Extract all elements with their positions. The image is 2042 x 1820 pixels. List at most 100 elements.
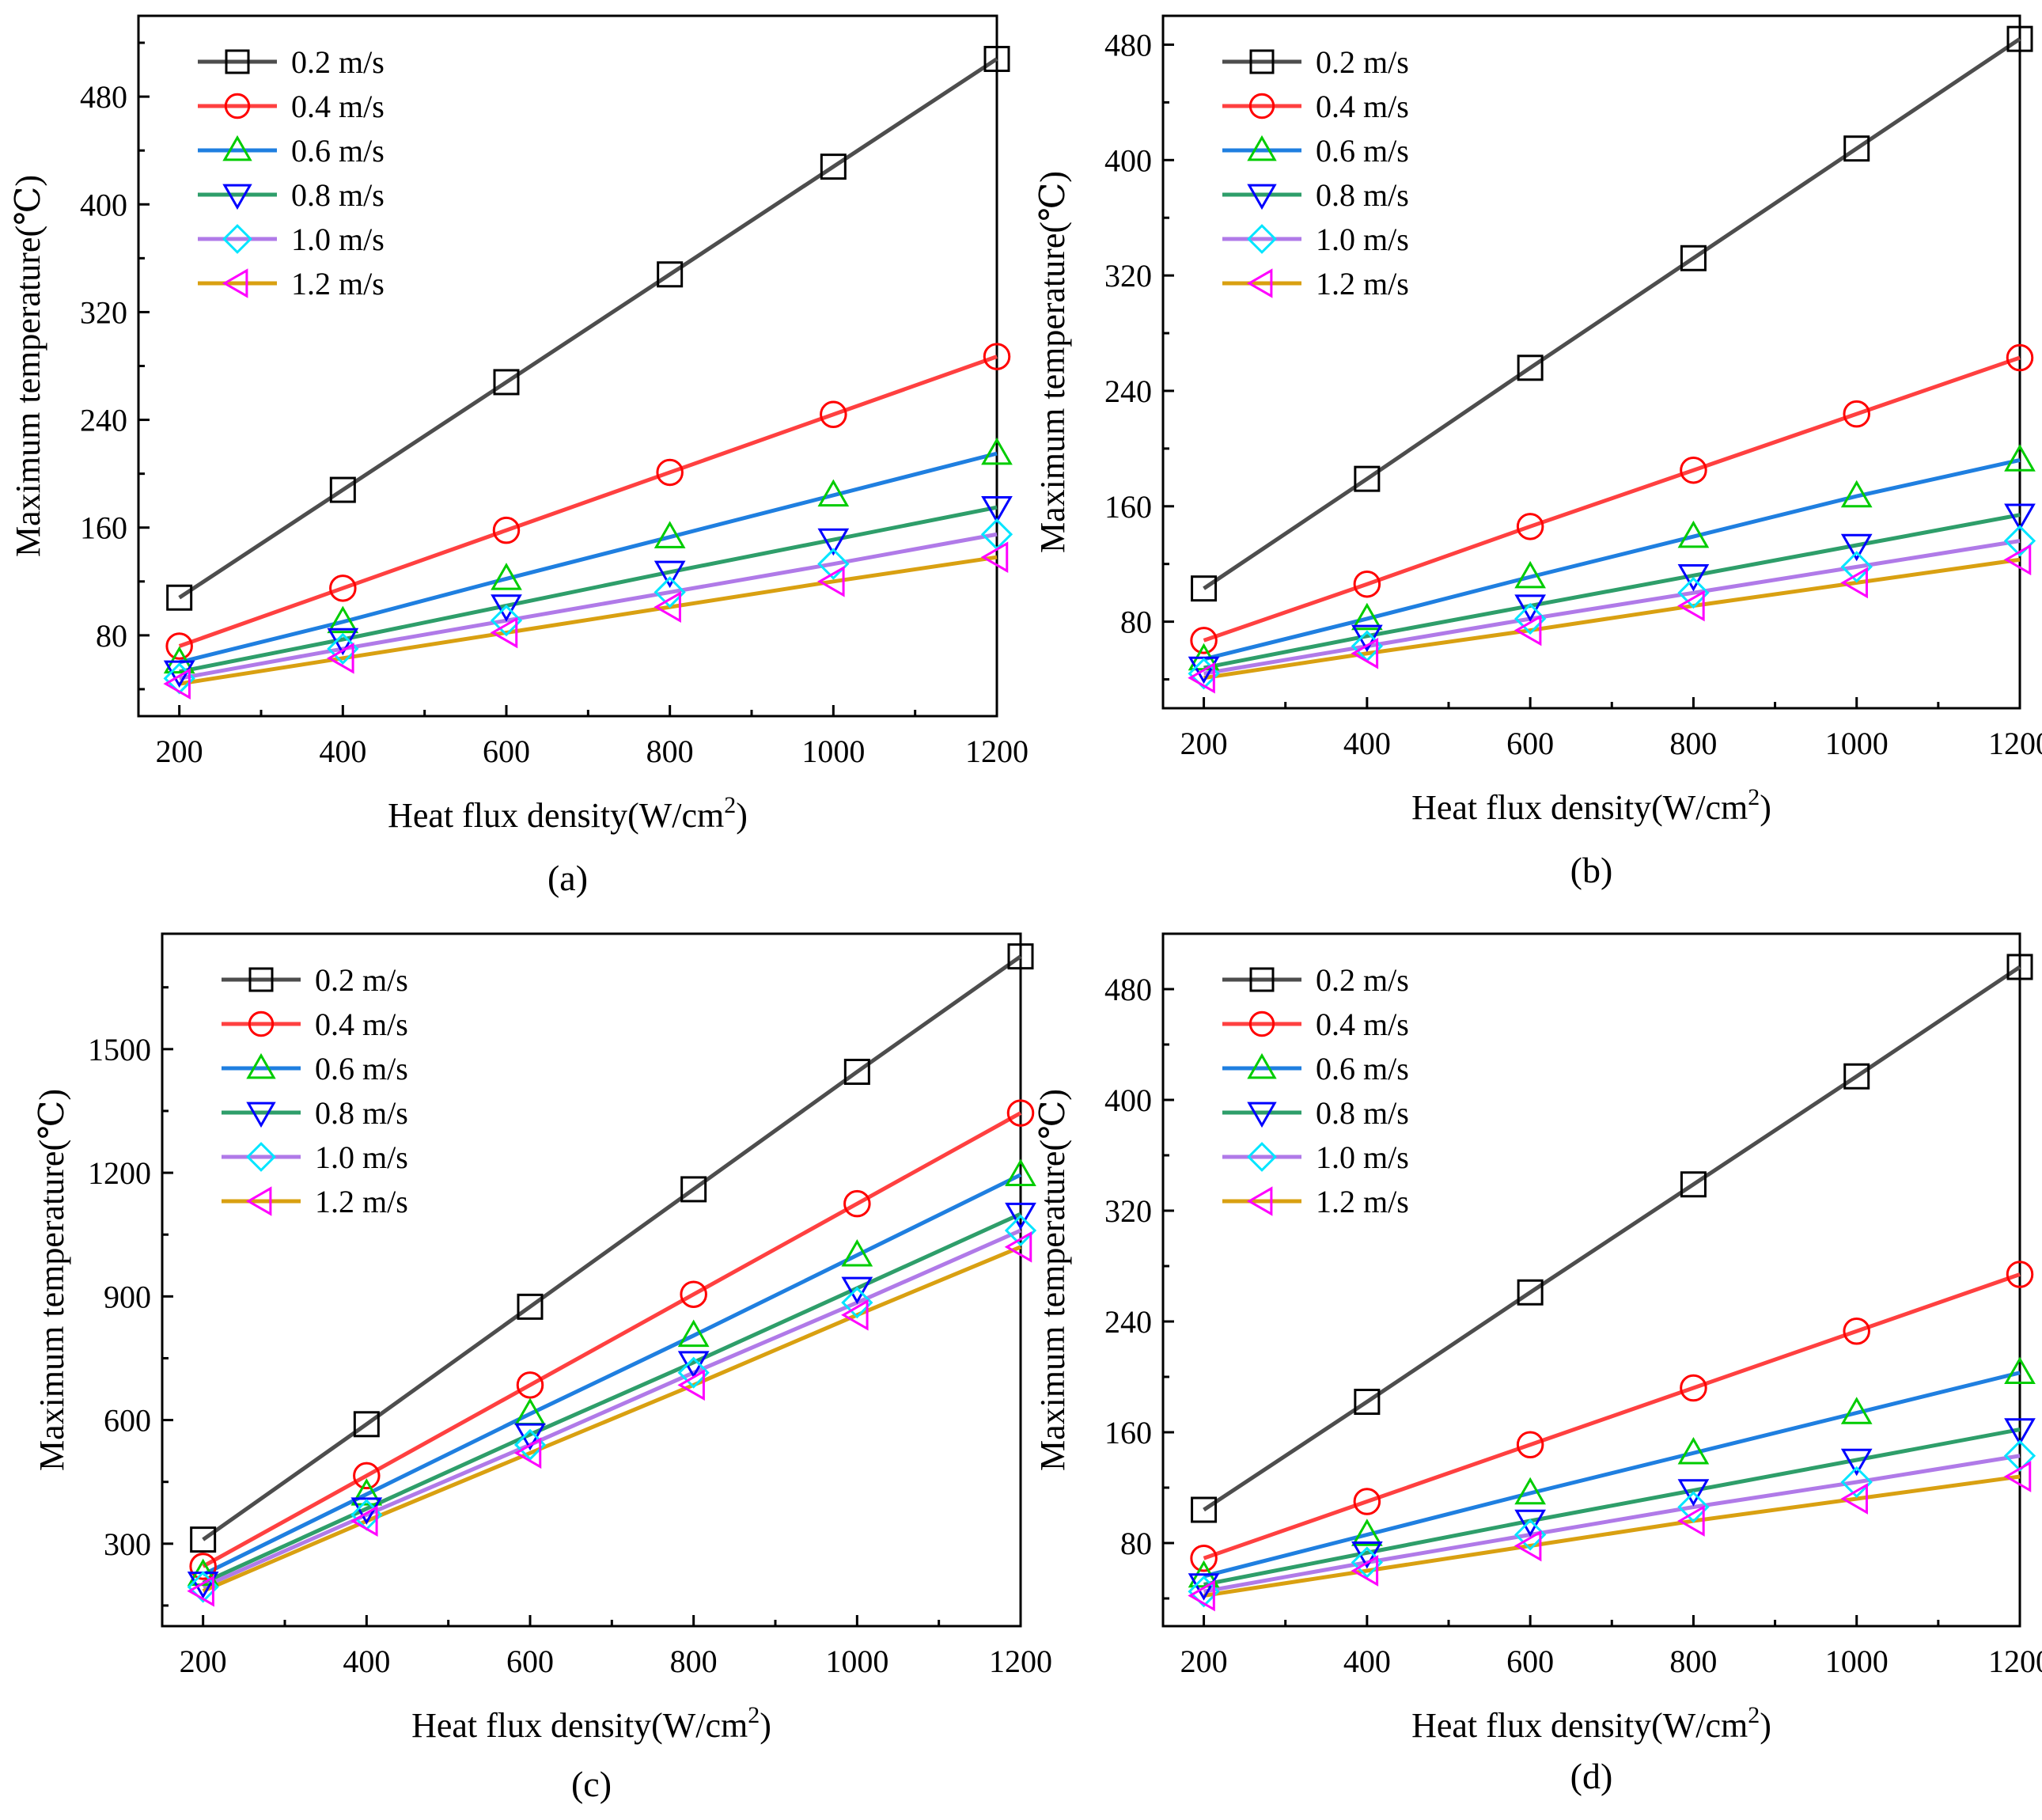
data-point	[516, 1371, 544, 1399]
x-tick-label: 1200	[1988, 1644, 2042, 1679]
data-point	[1843, 135, 1870, 162]
x-tick-label: 200	[1180, 1644, 1228, 1679]
data-point	[1843, 1318, 1870, 1345]
data-point	[1514, 1509, 1546, 1538]
y-tick-label: 400	[1104, 1083, 1152, 1118]
legend-marker	[225, 49, 250, 74]
x-tick-label: 1200	[965, 734, 1029, 769]
legend-marker	[1247, 224, 1277, 254]
data-point	[1677, 590, 1705, 622]
legend-entry: 1.0 m/s	[291, 222, 385, 257]
data-point	[1517, 355, 1544, 381]
legend-marker	[222, 184, 252, 210]
series-line-4	[202, 1228, 1022, 1589]
data-point	[2004, 1418, 2036, 1446]
legend-marker	[248, 1010, 275, 1037]
data-point	[1840, 567, 1868, 599]
data-point	[677, 1319, 710, 1348]
legend-marker	[1247, 1052, 1277, 1079]
x-tick-label: 800	[1669, 726, 1717, 761]
series-line-3	[1203, 1428, 2021, 1587]
legend-entry: 1.2 m/s	[291, 266, 385, 301]
data-point	[1004, 1230, 1032, 1263]
legend-entry: 1.2 m/s	[315, 1184, 408, 1219]
data-point	[163, 668, 191, 700]
series-line-3	[179, 505, 998, 674]
x-axis-title: Heat flux density(W/cm2)	[1411, 1702, 1771, 1745]
legend-marker	[1246, 1186, 1273, 1216]
data-point	[2006, 25, 2033, 52]
x-tick-label: 1200	[1988, 726, 2042, 761]
data-point	[163, 660, 195, 688]
plot-frame	[1161, 932, 2021, 1628]
data-point	[1840, 551, 1873, 583]
data-point	[1677, 577, 1710, 609]
data-point	[1680, 245, 1707, 271]
data-point	[1516, 513, 1544, 540]
data-point	[1006, 1099, 1035, 1127]
data-point	[1353, 1488, 1381, 1515]
legend-entry: 0.6 m/s	[1316, 1051, 1409, 1086]
legend-entry: 0.8 m/s	[1316, 1095, 1409, 1131]
data-point	[654, 576, 686, 609]
series-line-0	[1203, 965, 2021, 1512]
data-point	[1005, 1158, 1036, 1186]
series-line-0	[1203, 37, 2021, 590]
data-point	[817, 479, 850, 507]
data-point	[166, 584, 193, 611]
data-point	[1840, 1397, 1873, 1424]
data-point	[2006, 954, 2033, 980]
x-tick-label: 600	[483, 734, 530, 769]
series-line-4	[1203, 539, 2021, 676]
data-point	[1188, 1573, 1220, 1601]
y-axis-title: Maximum temperature(℃)	[32, 1089, 71, 1471]
data-point	[350, 1478, 383, 1506]
data-point	[656, 458, 684, 487]
y-tick-label: 480	[80, 79, 127, 115]
series-line-3	[1203, 513, 2021, 670]
series-line-4	[1203, 1454, 2021, 1594]
data-point	[817, 565, 845, 597]
y-tick-label: 600	[104, 1403, 151, 1439]
data-point	[1514, 1519, 1547, 1551]
series-line-5	[1203, 1474, 2021, 1598]
data-point	[841, 1299, 869, 1331]
y-axis-title: Maximum temperature(℃)	[9, 175, 47, 557]
data-point	[654, 591, 681, 623]
series-line-1	[1203, 1272, 2021, 1560]
series-line-5	[202, 1245, 1021, 1594]
data-point	[1188, 1579, 1215, 1612]
x-tick-label: 400	[319, 734, 366, 769]
legend-marker	[222, 268, 248, 298]
data-point	[1843, 1063, 1870, 1090]
series-line-1	[202, 1111, 1022, 1568]
data-point	[1840, 480, 1873, 508]
panel-caption: (c)	[571, 1764, 612, 1804]
legend-entry: 0.4 m/s	[1316, 1007, 1409, 1042]
data-point	[981, 437, 1013, 465]
y-tick-label: 480	[1104, 27, 1152, 63]
legend-entry: 0.6 m/s	[291, 133, 385, 169]
data-point	[1680, 1171, 1707, 1198]
legend-entry: 0.2 m/s	[1316, 962, 1409, 998]
x-axis-title: Heat flux density(W/cm2)	[1411, 784, 1771, 827]
y-tick-label: 240	[1104, 1304, 1152, 1340]
plot-frame	[161, 932, 1022, 1628]
x-tick-label: 800	[670, 1644, 718, 1679]
data-point	[680, 1280, 707, 1308]
data-point	[843, 1189, 871, 1218]
series-line-0	[202, 954, 1022, 1541]
legend-entry: 0.4 m/s	[291, 89, 385, 124]
data-point	[329, 476, 356, 503]
legend-marker	[1249, 967, 1275, 992]
legend-marker	[246, 1142, 276, 1172]
legend-marker	[1247, 1101, 1277, 1128]
data-point	[493, 369, 520, 396]
y-tick-label: 160	[1104, 1415, 1152, 1450]
legend-entry: 0.6 m/s	[1316, 133, 1409, 169]
data-point	[1351, 602, 1383, 631]
data-point	[2003, 525, 2036, 557]
data-point	[1191, 575, 1218, 602]
y-tick-label: 80	[96, 618, 127, 654]
data-point	[1517, 1279, 1544, 1306]
